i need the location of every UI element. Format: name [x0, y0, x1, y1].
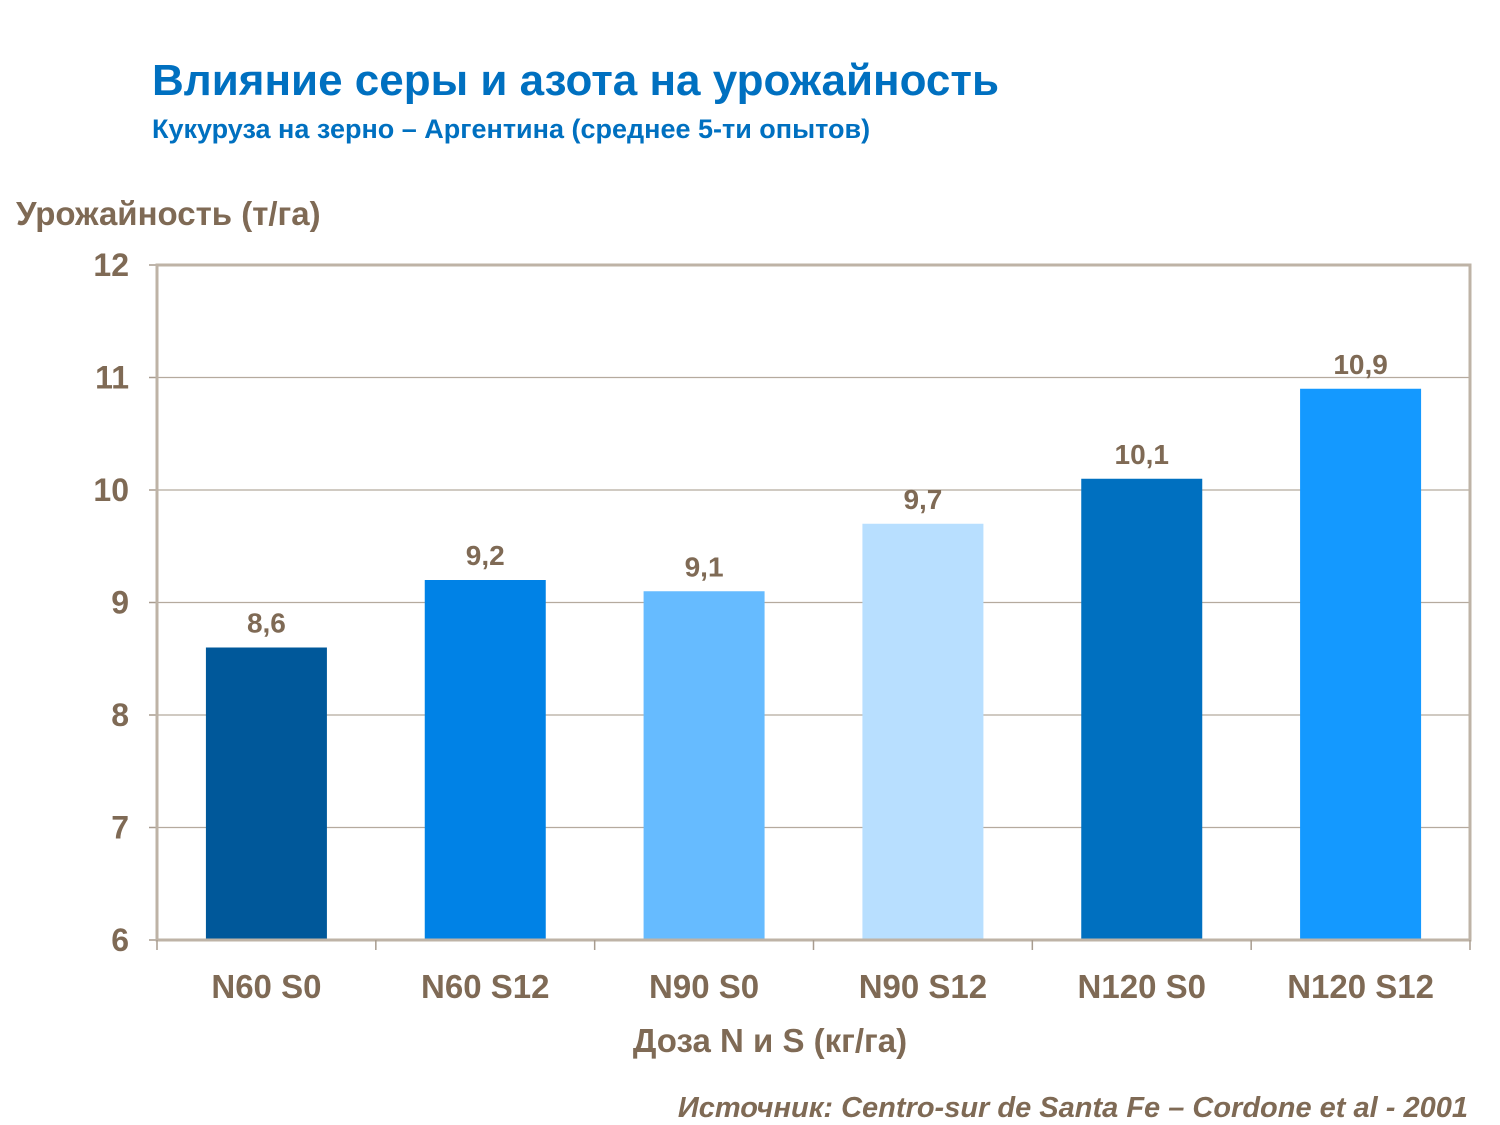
y-tick-label: 10: [93, 472, 129, 508]
source-note: Источник: Centro-sur de Santa Fe – Cordo…: [677, 1092, 1468, 1124]
data-label: 10,9: [1333, 349, 1388, 380]
x-tick-label: N60 S0: [211, 968, 321, 1005]
x-axis-label: Доза N и S (кг/га): [632, 1022, 908, 1059]
bar: [205, 647, 327, 939]
y-tick-label: 9: [111, 585, 129, 621]
bar: [424, 580, 546, 939]
chart-title: Влияние серы и азота на урожайность: [152, 56, 999, 105]
bar: [862, 523, 984, 939]
data-label: 9,2: [466, 540, 505, 571]
bar: [643, 591, 765, 939]
x-tick-label: N120 S0: [1078, 968, 1206, 1005]
x-tick-label: N60 S12: [421, 968, 549, 1005]
y-tick-label: 8: [111, 697, 129, 733]
x-tick-label: N120 S12: [1287, 968, 1434, 1005]
data-label: 9,1: [685, 551, 724, 582]
y-tick-label: 11: [95, 360, 129, 396]
chart-subtitle: Кукуруза на зерно – Аргентина (среднее 5…: [152, 114, 871, 144]
x-tick-label: N90 S0: [649, 968, 759, 1005]
y-tick-label: 12: [93, 247, 129, 283]
data-label: 9,7: [903, 484, 942, 515]
x-tick-label: N90 S12: [859, 968, 987, 1005]
y-tick-label: 6: [111, 922, 129, 958]
y-axis-label: Урожайность (т/га): [16, 195, 321, 232]
bar: [1081, 478, 1203, 939]
data-label: 10,1: [1115, 439, 1170, 470]
data-label: 8,6: [247, 608, 286, 639]
y-tick-label: 7: [111, 810, 129, 846]
bar: [1300, 388, 1422, 939]
